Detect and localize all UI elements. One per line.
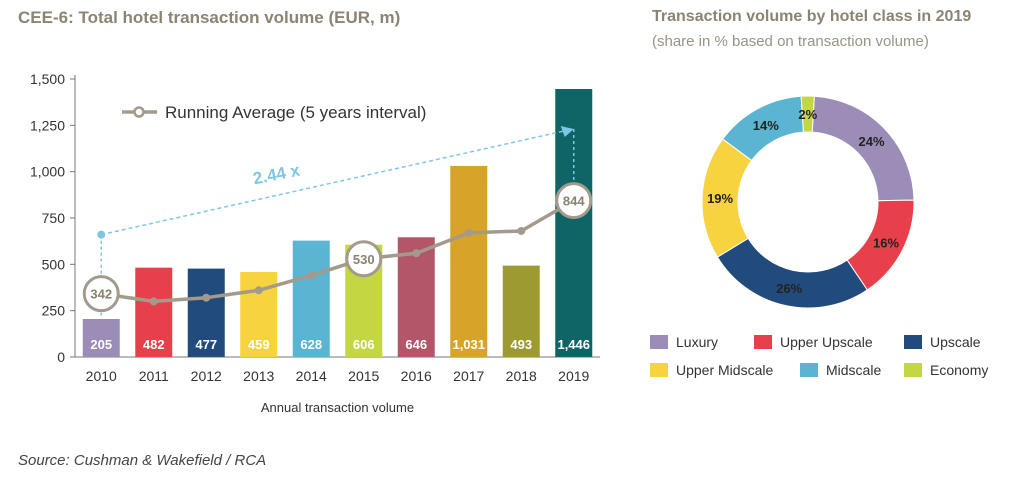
- legend-label: Economy: [930, 362, 989, 378]
- growth-label: 2.44 x: [251, 161, 302, 189]
- donut-chart: 24% 16% 26% 19% 14% 2%: [701, 95, 915, 309]
- legend-label: Upscale: [930, 334, 981, 350]
- running-average-badge: [345, 240, 383, 278]
- bar-2017: [450, 165, 488, 357]
- donut-slice-label: 19%: [707, 191, 733, 206]
- donut-slice-label: 24%: [859, 134, 885, 149]
- bar-2014: [292, 240, 330, 357]
- bar-2010: [82, 319, 120, 357]
- x-tick-label: 2010: [86, 368, 117, 384]
- bar-2016: [397, 237, 435, 357]
- bar-chart-title: CEE-6: Total hotel transaction volume (E…: [18, 8, 401, 27]
- bar-2011: [135, 267, 173, 357]
- x-tick-label: 2014: [296, 368, 327, 384]
- y-tick-label: 250: [42, 303, 66, 319]
- running-average-point: [149, 297, 158, 306]
- y-tick-label: 1,250: [30, 117, 65, 133]
- bar-value-label: 646: [405, 337, 427, 352]
- legend-item-midscale: Midscale: [800, 362, 881, 378]
- running-average-line: [100, 199, 575, 304]
- y-tick-label: 0: [57, 349, 65, 365]
- x-tick-label: 2012: [191, 368, 222, 384]
- running-average-point: [517, 226, 526, 235]
- legend-label: Upper Upscale: [780, 334, 873, 350]
- bar-value-label: 606: [353, 337, 375, 352]
- legend-item-upper-midscale: Upper Midscale: [650, 362, 773, 378]
- running-average-point: [307, 271, 316, 280]
- x-tick-label: 2019: [558, 368, 589, 384]
- x-axis-title: Annual transaction volume: [261, 400, 414, 415]
- x-tick-label: 2011: [139, 368, 169, 384]
- bar-value-label: 493: [510, 337, 532, 352]
- legend-swatch: [650, 363, 668, 377]
- donut-slice-label: 2%: [798, 107, 817, 122]
- bar-2012: [187, 268, 225, 357]
- legend-item-luxury: Luxury: [650, 334, 718, 350]
- x-tick-label: 2016: [401, 368, 432, 384]
- x-tick-label: 2013: [243, 368, 274, 384]
- donut-slice-label: 14%: [753, 118, 779, 133]
- donut-slice-upscale: [716, 237, 868, 309]
- bar-value-label: 1,446: [557, 337, 590, 352]
- bar-2018: [502, 265, 540, 357]
- bar-value-label: 1,031: [452, 337, 485, 352]
- source-note: Source: Cushman & Wakefield / RCA: [18, 452, 267, 469]
- donut-slice-economy: [800, 95, 815, 133]
- running-average-badge: [555, 182, 593, 220]
- running-average-badge: [82, 275, 120, 313]
- legend-item-upscale: Upscale: [904, 334, 981, 350]
- legend-swatch: [800, 363, 818, 377]
- bar-2019: [555, 89, 593, 358]
- running-average-point: [254, 286, 263, 295]
- legend-swatch: [650, 335, 668, 349]
- donut-chart-subtitle: (share in % based on transaction volume): [652, 33, 929, 50]
- legend-running-average-label: Running Average (5 years interval): [165, 103, 426, 122]
- y-tick-label: 750: [42, 210, 66, 226]
- donut-chart-title: Transaction volume by hotel class in 201…: [652, 8, 972, 25]
- legend-item-economy: Economy: [904, 362, 988, 378]
- running-average-badge-label: 530: [353, 252, 375, 267]
- bar-value-label: 205: [90, 337, 112, 352]
- x-tick-label: 2018: [506, 368, 537, 384]
- bar-chart: 0 250 500 750 1,000 1,250 1,500 205 2010 482 2011 4…: [30, 71, 600, 415]
- x-tick-label: 2017: [453, 368, 484, 384]
- running-average-point: [412, 249, 421, 258]
- bar-value-label: 482: [143, 337, 165, 352]
- running-average-point: [202, 293, 211, 302]
- legend-swatch: [904, 363, 922, 377]
- bar-value-label: 628: [300, 337, 322, 352]
- growth-arrow-head: [560, 126, 574, 138]
- legend-item-upper-upscale: Upper Upscale: [754, 334, 873, 350]
- running-average-badge-label: 342: [90, 287, 112, 302]
- legend-label: Luxury: [676, 334, 719, 350]
- x-tick-label: 2015: [348, 368, 379, 384]
- y-tick-label: 1,500: [30, 71, 65, 87]
- legend-swatch: [904, 335, 922, 349]
- running-average-badge-label: 844: [563, 194, 585, 209]
- y-tick-label: 1,000: [30, 164, 65, 180]
- y-tick-label: 500: [42, 256, 66, 272]
- legend-swatch: [754, 335, 772, 349]
- legend-label: Midscale: [826, 362, 882, 378]
- legend-line-marker: [133, 106, 145, 118]
- donut-slice-label: 16%: [873, 236, 899, 251]
- bar-value-label: 477: [195, 337, 217, 352]
- bar-value-label: 459: [248, 337, 270, 352]
- donut-slice-label: 26%: [776, 281, 802, 296]
- legend-label: Upper Midscale: [676, 362, 774, 378]
- growth-dashed-arrow: [101, 130, 564, 236]
- running-average-point: [464, 228, 473, 237]
